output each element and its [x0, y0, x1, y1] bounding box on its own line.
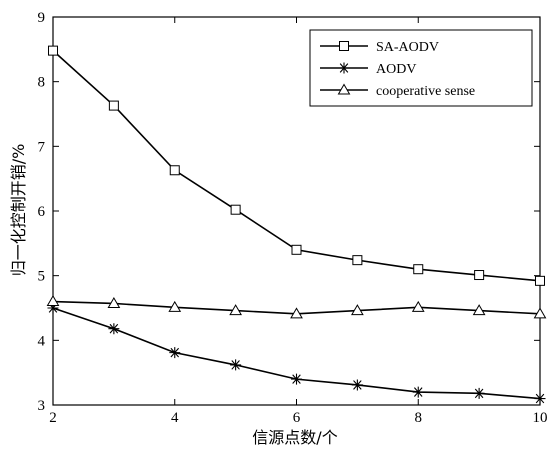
square-marker — [474, 270, 485, 281]
square-marker — [413, 264, 424, 275]
y-axis-title: 归一化控制开销/% — [9, 144, 28, 277]
square-marker — [535, 275, 545, 286]
series-sa-aodv — [48, 45, 545, 286]
triangle-marker — [46, 295, 60, 307]
square-marker — [339, 41, 349, 51]
triangle-marker — [168, 300, 182, 312]
asterisk-marker — [108, 323, 120, 335]
legend-item: SA-AODV — [320, 40, 439, 55]
square-marker — [291, 244, 302, 255]
triangle-marker — [351, 304, 364, 316]
legend-item: AODV — [320, 62, 416, 77]
series-line — [52, 307, 541, 400]
y-tick-label: 6 — [38, 204, 46, 220]
legend: SA-AODV AODV cooperative sense — [309, 29, 533, 107]
asterisk-marker — [412, 386, 424, 398]
asterisk-marker — [473, 387, 485, 399]
square-marker — [169, 165, 180, 176]
x-tick-label: 8 — [415, 410, 423, 426]
y-tick-label: 8 — [38, 75, 46, 91]
y-tick-label: 4 — [38, 333, 46, 349]
square-marker — [352, 255, 363, 266]
asterisk-marker — [291, 373, 302, 385]
asterisk-marker — [534, 393, 546, 405]
asterisk-marker — [351, 379, 363, 391]
y-tick-label: 7 — [38, 139, 46, 155]
triangle-marker — [411, 300, 425, 312]
triangle-marker — [229, 304, 242, 316]
asterisk-marker — [169, 347, 181, 359]
square-marker — [48, 45, 58, 56]
y-tick-label: 9 — [38, 10, 46, 26]
asterisk-marker — [47, 302, 59, 314]
asterisk-marker — [338, 62, 350, 74]
x-tick-label: 10 — [533, 410, 548, 426]
legend-label: cooperative sense — [376, 84, 475, 99]
series-aodv — [47, 302, 546, 405]
plot-area: 2 4 6 8 10 3 4 5 6 7 8 9 — [38, 10, 548, 426]
triangle-marker — [290, 307, 303, 319]
x-tick-label: 2 — [49, 410, 57, 426]
legend-label: AODV — [376, 62, 416, 77]
x-tick-label: 6 — [293, 410, 301, 426]
triangle-marker — [107, 296, 121, 308]
legend-label: SA-AODV — [376, 40, 439, 55]
series-layer — [46, 45, 547, 405]
square-marker — [230, 204, 241, 215]
y-tick-label: 5 — [38, 269, 46, 285]
triangle-marker — [337, 83, 351, 95]
triangle-marker — [533, 307, 547, 319]
x-axis-title: 信源点数/个 — [252, 428, 337, 447]
y-tick-label: 3 — [38, 398, 46, 414]
legend-item: cooperative sense — [320, 83, 475, 99]
series-cooperative-sense — [46, 295, 547, 319]
asterisk-marker — [230, 359, 242, 371]
square-marker — [108, 100, 119, 111]
triangle-marker — [472, 304, 486, 316]
x-tick-label: 4 — [171, 410, 179, 426]
